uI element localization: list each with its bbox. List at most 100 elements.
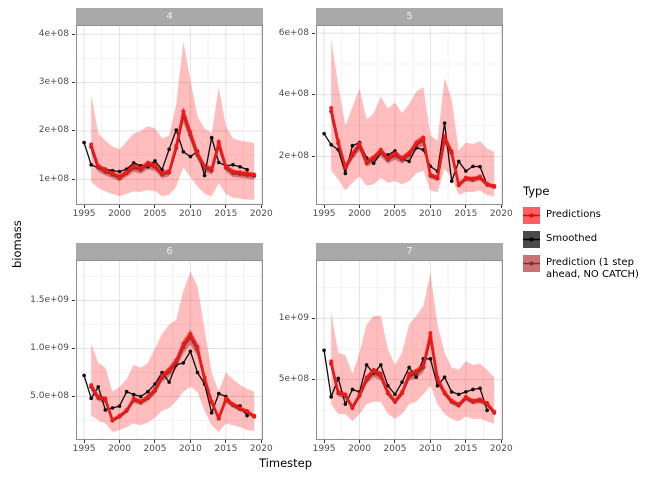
x-axis-tick-label: 2005 xyxy=(383,444,407,454)
x-axis-tick xyxy=(500,440,502,443)
legend: Type Predictions Smoothed Prediction (1 … xyxy=(523,184,668,287)
x-axis-tick-label: 2015 xyxy=(214,444,238,454)
x-axis-tick xyxy=(225,440,227,443)
x-axis-tick-label: 2005 xyxy=(383,209,407,219)
x-axis-tick xyxy=(429,205,431,208)
x-axis-tick xyxy=(119,205,121,208)
y-axis-tick-label: 6e+08 xyxy=(278,27,309,38)
facet-strip-4: 4 xyxy=(76,8,263,25)
y-axis-tick-label: 4e+08 xyxy=(38,28,69,39)
y-axis-tick xyxy=(312,379,315,381)
facet-plot-4 xyxy=(77,26,262,204)
x-axis-tick xyxy=(189,205,191,208)
facet-panel-6 xyxy=(76,260,263,440)
legend-label: Predictions xyxy=(546,209,601,220)
facet-strip-label: 6 xyxy=(166,245,173,257)
x-axis-tick-label: 2005 xyxy=(143,444,167,454)
facet-plot-5 xyxy=(317,26,502,204)
x-axis-tick-label: 1995 xyxy=(72,209,96,219)
x-axis-tick-label: 2020 xyxy=(249,209,273,219)
x-axis-tick-label: 2010 xyxy=(418,209,442,219)
x-axis-tick-label: 1995 xyxy=(72,444,96,454)
y-axis-tick-label: 1.5e+09 xyxy=(30,295,69,306)
x-axis-tick xyxy=(119,440,121,443)
facet-strip-label: 5 xyxy=(406,10,413,22)
x-axis-tick xyxy=(225,205,227,208)
x-axis-tick xyxy=(465,205,467,208)
x-axis-tick-label: 2015 xyxy=(214,209,238,219)
x-axis-tick xyxy=(260,205,262,208)
x-axis-tick-label: 2010 xyxy=(178,444,202,454)
y-axis-tick-label: 1.0e+09 xyxy=(30,343,69,353)
y-axis-title: biomass xyxy=(10,220,24,268)
legend-title: Type xyxy=(523,184,550,198)
x-axis-tick xyxy=(189,440,191,443)
x-axis-tick xyxy=(260,440,262,443)
facet-strip-7: 7 xyxy=(316,243,503,260)
x-axis-tick-label: 2000 xyxy=(348,209,371,219)
y-axis-tick xyxy=(72,130,75,132)
facet-strip-label: 4 xyxy=(166,10,173,22)
smoothed-key-icon xyxy=(523,231,540,248)
x-axis-tick xyxy=(323,205,325,208)
x-axis-tick-label: 2010 xyxy=(418,444,442,454)
y-axis-tick-label: 3e+08 xyxy=(38,77,69,88)
x-axis-tick xyxy=(394,440,396,443)
y-axis-tick-label: 2e+08 xyxy=(38,125,69,136)
x-axis-tick-label: 2000 xyxy=(108,444,131,454)
x-axis-tick xyxy=(154,205,156,208)
x-axis-tick-label: 2015 xyxy=(454,209,478,219)
facet-panel-7 xyxy=(316,260,503,440)
x-axis-tick xyxy=(359,205,361,208)
legend-label: Prediction (1 step ahead, NO CATCH) xyxy=(546,257,639,280)
y-axis-tick-label: 5e+08 xyxy=(278,374,309,385)
x-axis-tick-label: 2000 xyxy=(348,444,371,454)
y-axis-tick-label: 4e+08 xyxy=(278,89,309,100)
y-axis-tick xyxy=(72,82,75,84)
x-axis-tick-label: 2010 xyxy=(178,209,202,219)
legend-label: Smoothed xyxy=(546,233,598,244)
x-axis-tick-label: 2020 xyxy=(249,444,273,454)
x-axis-tick-label: 2020 xyxy=(489,209,513,219)
legend-entry-prediction-1step: Prediction (1 step ahead, NO CATCH) xyxy=(523,255,668,280)
facet-strip-5: 5 xyxy=(316,8,503,25)
x-axis-tick-label: 1995 xyxy=(312,209,336,219)
x-axis-tick-label: 2015 xyxy=(454,444,478,454)
x-axis-tick-label: 2020 xyxy=(489,444,513,454)
predictions-key-icon xyxy=(523,207,540,224)
y-axis-tick-label: 5.0e+08 xyxy=(30,390,69,401)
y-axis-tick-label: 1e+08 xyxy=(38,173,69,184)
legend-entry-predictions: Predictions xyxy=(523,207,668,224)
y-axis-tick xyxy=(72,300,75,302)
x-axis-tick-label: 2005 xyxy=(143,209,167,219)
facet-panel-5 xyxy=(316,25,503,205)
facet-panel-4 xyxy=(76,25,263,205)
x-axis-tick-label: 2000 xyxy=(108,209,131,219)
x-axis-tick xyxy=(465,440,467,443)
facet-plot-6 xyxy=(77,261,262,439)
y-axis-tick xyxy=(72,178,75,180)
y-axis-tick xyxy=(312,317,315,319)
x-axis-tick xyxy=(429,440,431,443)
x-axis-tick xyxy=(323,440,325,443)
prediction-1step-key-icon xyxy=(523,255,540,272)
x-axis-tick xyxy=(83,440,85,443)
y-axis-tick-label: 1e+09 xyxy=(278,312,309,323)
x-axis-tick xyxy=(83,205,85,208)
x-axis-tick xyxy=(500,205,502,208)
x-axis-tick-label: 1995 xyxy=(312,444,336,454)
facet-strip-6: 6 xyxy=(76,243,263,260)
y-axis-tick-label: 2e+08 xyxy=(278,150,309,161)
y-axis-tick xyxy=(312,155,315,157)
y-axis-tick xyxy=(72,395,75,397)
legend-entry-smoothed: Smoothed xyxy=(523,231,668,248)
x-axis-tick xyxy=(154,440,156,443)
facet-strip-label: 7 xyxy=(406,245,413,257)
y-axis-tick xyxy=(72,348,75,349)
x-axis-tick xyxy=(359,440,361,443)
y-axis-tick xyxy=(72,33,75,35)
x-axis-title: Timestep xyxy=(259,456,313,470)
facet-plot-7 xyxy=(317,261,502,439)
y-axis-tick xyxy=(312,32,315,34)
